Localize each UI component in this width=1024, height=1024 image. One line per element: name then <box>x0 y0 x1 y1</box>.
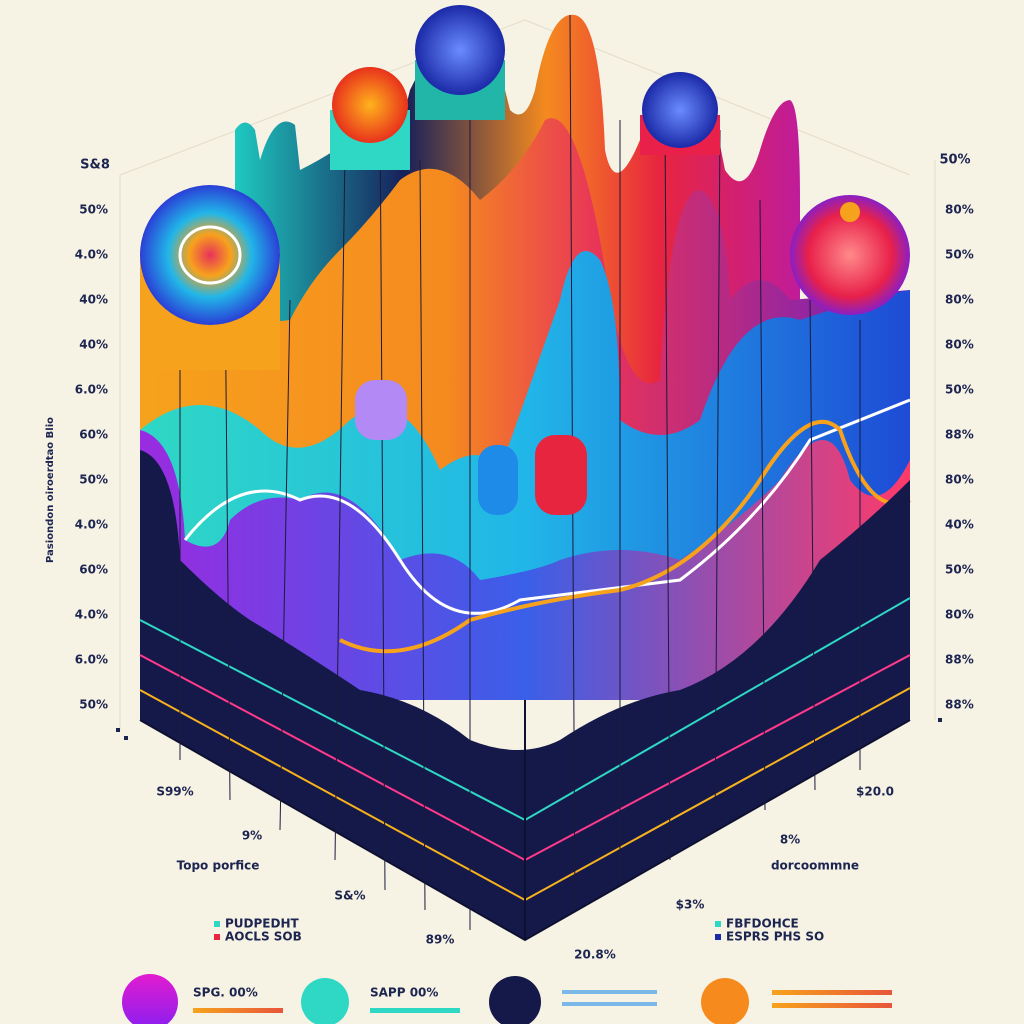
right-axis-title: 50% <box>939 153 970 168</box>
right-axis-label: 88% <box>945 698 974 712</box>
tick-dots <box>116 718 942 740</box>
bottom-right-label: 8% <box>780 833 800 847</box>
legend-swatches <box>214 921 721 940</box>
left-side-label: Pasiondon oiroerdtao Blio <box>45 417 56 563</box>
wave-highlight <box>183 398 911 615</box>
bottom-right-label: 20.8% <box>574 948 616 962</box>
legend-title: FBFDOHCE <box>726 917 799 931</box>
right-axis-label: 40% <box>945 518 974 532</box>
left-axis-label: 50% <box>79 698 108 712</box>
left-axis-label: 40% <box>79 293 108 307</box>
right-axis-label: 88% <box>945 653 974 667</box>
legend-title: PUDPEDHT <box>225 917 299 931</box>
left-axis-label: 60% <box>79 563 108 577</box>
left-axis-label: 4.0% <box>75 608 108 622</box>
bottom-right-title: dorcoommne <box>771 859 859 873</box>
right-axis-label: 80% <box>945 203 974 217</box>
legend-sub: AOCLS SOB <box>225 930 302 944</box>
left-axis-title: S&8 <box>80 158 110 173</box>
left-axis-label: 6.0% <box>75 383 108 397</box>
footer-label: SPG. 00% <box>193 986 258 1000</box>
right-axis-label: 80% <box>945 338 974 352</box>
left-axis-label: 60% <box>79 428 108 442</box>
right-axis-label: 80% <box>945 608 974 622</box>
bottom-left-label: S99% <box>156 785 193 799</box>
bottom-left-label: 9% <box>242 829 262 843</box>
left-axis-label: 6.0% <box>75 653 108 667</box>
right-axis-label: 80% <box>945 473 974 487</box>
right-axis-label: 88% <box>945 428 974 442</box>
left-axis-label: 40% <box>79 338 108 352</box>
right-axis-label: 50% <box>945 383 974 397</box>
bottom-right-label: $20.0 <box>856 785 894 799</box>
right-axis-label: 80% <box>945 293 974 307</box>
left-axis-label: 50% <box>79 203 108 217</box>
pins <box>179 14 861 930</box>
bottom-left-label: 89% <box>426 933 455 947</box>
footer-label: SAPP 00% <box>370 986 438 1000</box>
bottom-right-label: $3% <box>676 898 705 912</box>
bottom-left-title: Topo porfice <box>177 859 260 873</box>
cylinders <box>140 5 910 515</box>
wave-highlight <box>339 419 911 654</box>
left-axis-label: 4.0% <box>75 518 108 532</box>
footer-art <box>122 974 892 1024</box>
bottom-left-label: S&% <box>334 889 365 903</box>
legend-sub: ESPRS PHS SO <box>726 930 824 944</box>
base <box>140 450 910 940</box>
left-axis-label: 4.0% <box>75 248 108 262</box>
right-axis-label: 50% <box>945 563 974 577</box>
left-axis-label: 50% <box>79 473 108 487</box>
right-axis-label: 50% <box>945 248 974 262</box>
